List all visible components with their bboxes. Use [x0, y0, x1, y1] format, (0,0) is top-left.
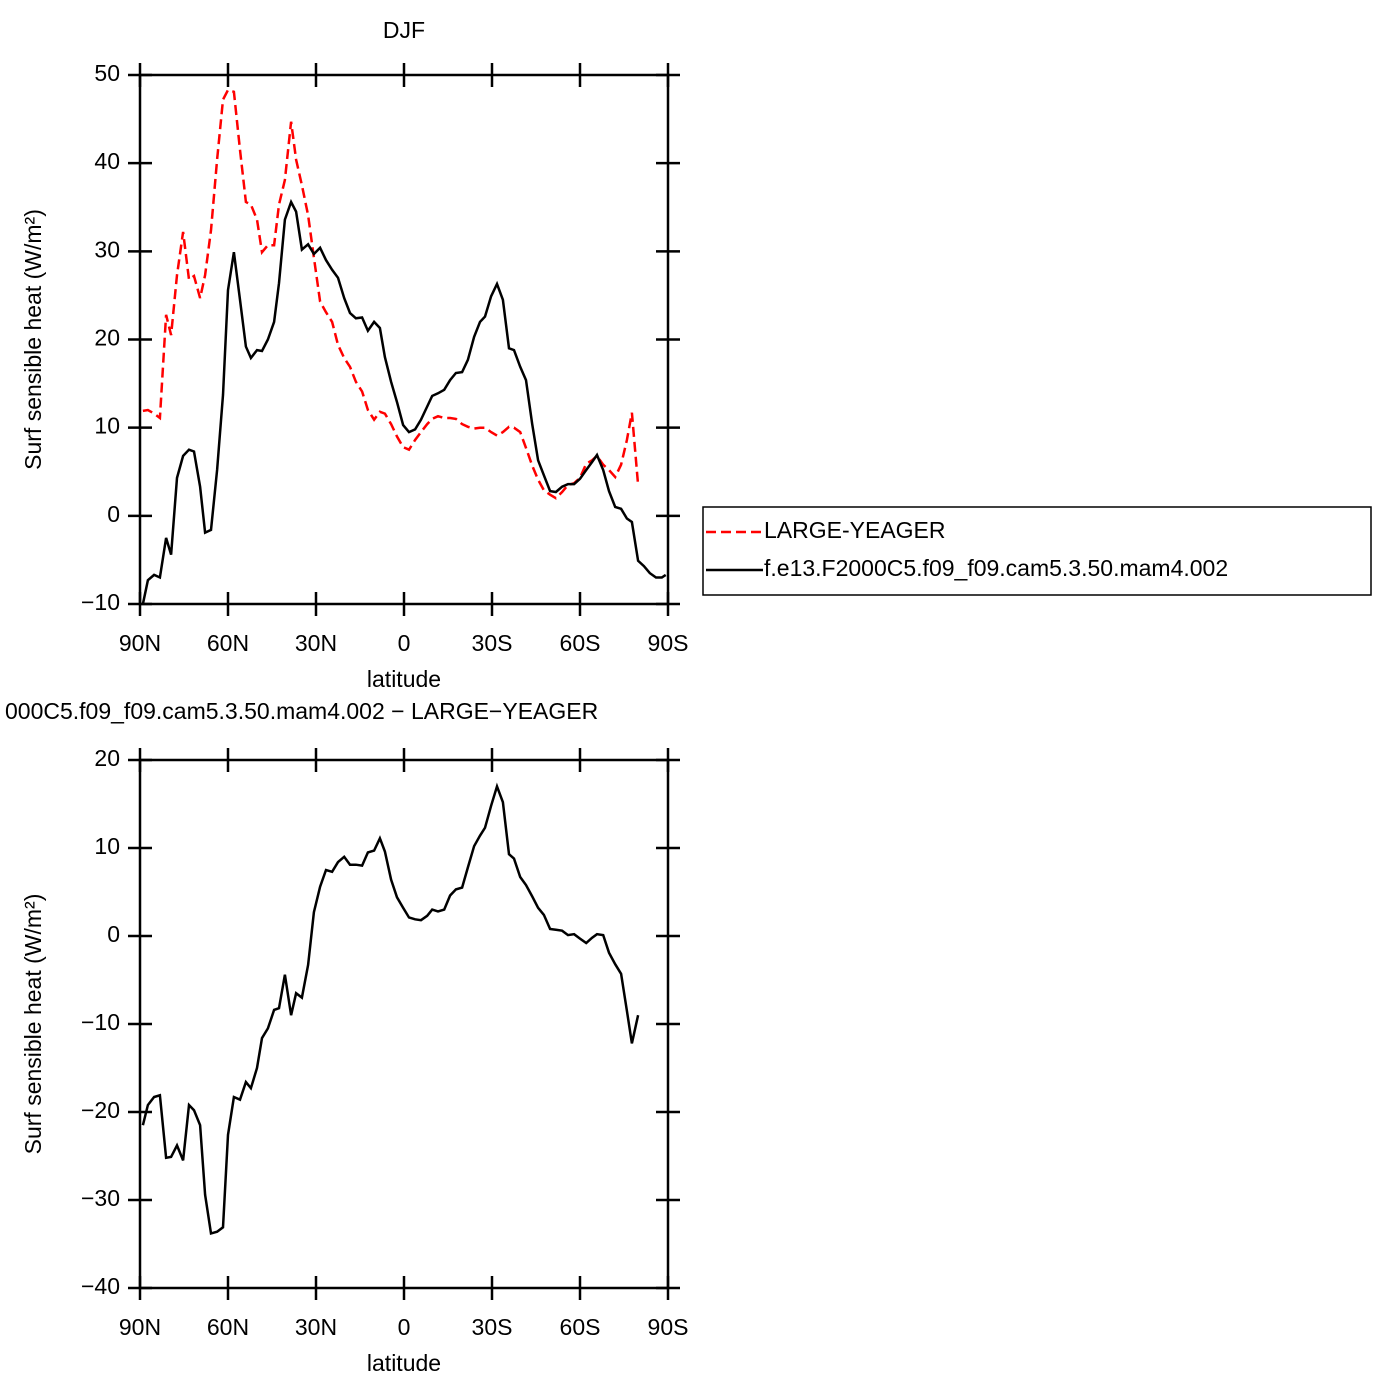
y-tick-label: 30 [94, 236, 120, 262]
x-tick-label: 90S [648, 1314, 689, 1340]
y-tick-label: 40 [94, 148, 120, 174]
x-axis-label: latitude [367, 666, 441, 692]
plot-frame [138, 73, 670, 606]
x-tick-label: 0 [398, 630, 411, 656]
legend-box [702, 506, 1372, 596]
y-tick-label: −10 [81, 1009, 120, 1035]
plot-frame [138, 758, 670, 1290]
x-tick-label: 60N [207, 1314, 249, 1340]
x-tick-label: 60N [207, 630, 249, 656]
y-tick-label: 0 [107, 921, 120, 947]
y-axis-label: Surf sensible heat (W/m²) [20, 209, 46, 470]
x-tick-label: 0 [398, 1314, 411, 1340]
data-line [141, 782, 640, 1235]
legend-label: f.e13.F2000C5.f09_f09.cam5.3.50.mam4.002 [764, 555, 1228, 581]
y-tick-label: −30 [81, 1185, 120, 1211]
y-tick-label: 10 [94, 833, 120, 859]
chart-title: 000C5.f09_f09.cam5.3.50.mam4.002 − LARGE… [5, 698, 598, 724]
legend-label: LARGE-YEAGER [764, 517, 946, 543]
x-axis-label: latitude [367, 1350, 441, 1376]
x-tick-label: 90S [648, 630, 689, 656]
y-tick-label: 20 [94, 325, 120, 351]
x-tick-label: 30S [472, 630, 513, 656]
y-axis-label: Surf sensible heat (W/m²) [20, 894, 46, 1155]
x-tick-label: 90N [119, 1314, 161, 1340]
x-tick-label: 30S [472, 1314, 513, 1340]
y-tick-label: −20 [81, 1097, 120, 1123]
y-tick-label: 20 [94, 745, 120, 771]
x-tick-label: 60S [560, 630, 601, 656]
y-tick-label: −10 [81, 589, 120, 615]
y-tick-label: −40 [81, 1273, 120, 1299]
x-tick-label: 60S [560, 1314, 601, 1340]
y-tick-label: 0 [107, 501, 120, 527]
y-tick-label: 10 [94, 413, 120, 439]
x-tick-label: 30N [295, 1314, 337, 1340]
chart-title: DJF [383, 17, 425, 43]
data-line [142, 88, 640, 500]
y-tick-label: 50 [94, 60, 120, 86]
x-tick-label: 90N [119, 630, 161, 656]
data-line [141, 198, 667, 605]
x-tick-label: 30N [295, 630, 337, 656]
